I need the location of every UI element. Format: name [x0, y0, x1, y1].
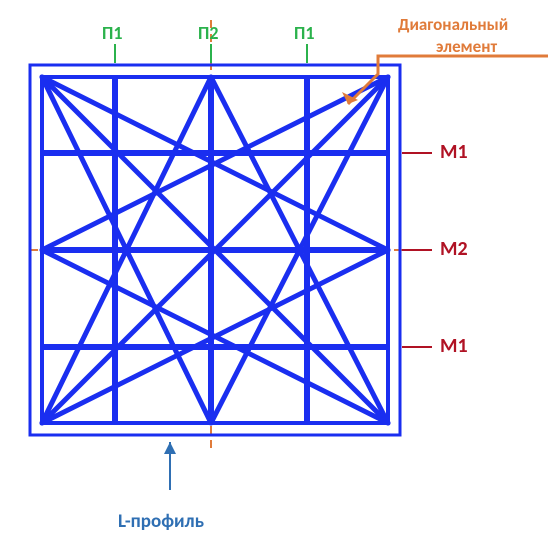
label-diagonal-line2: элемент [436, 36, 497, 57]
label-p2: П2 [198, 22, 218, 44]
diagram-svg [0, 0, 548, 547]
diagram-canvas: П1 П2 П1 М1 М2 М1 Диагональный элемент L… [0, 0, 548, 547]
label-m1-bottom: М1 [440, 334, 468, 358]
label-p1-right: П1 [294, 22, 314, 44]
label-m2: М2 [440, 237, 468, 261]
label-p1-left: П1 [102, 22, 122, 44]
label-m1-top: М1 [440, 140, 468, 164]
label-diagonal-line1: Диагональный [398, 14, 508, 35]
label-l-profile: L-профиль [118, 510, 204, 533]
